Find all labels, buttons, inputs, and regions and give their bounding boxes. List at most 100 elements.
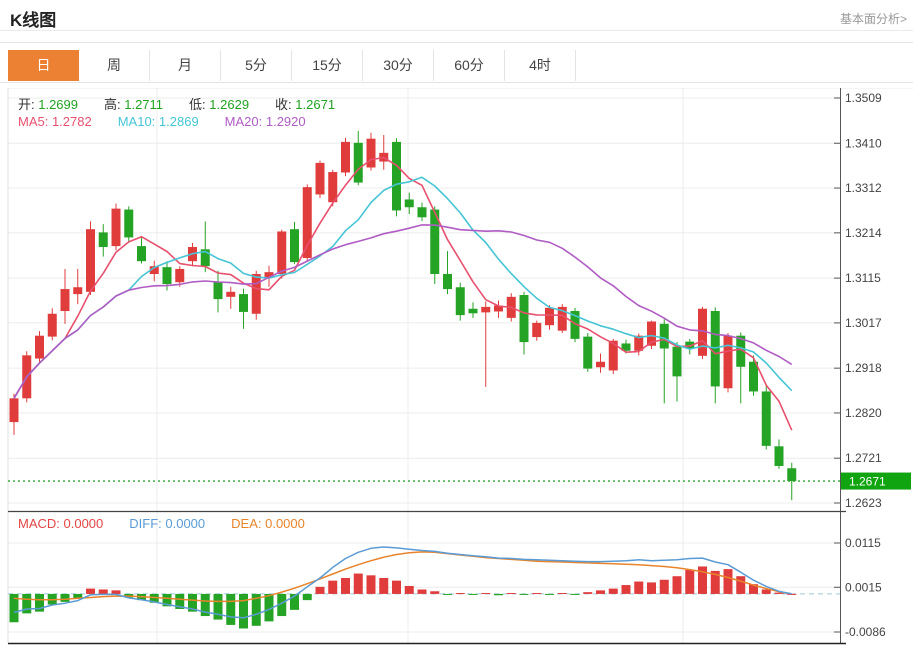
candle-body — [111, 208, 121, 247]
ma-legend: MA5: 1.2782 MA10: 1.2869 MA20: 1.2920 — [18, 114, 332, 129]
macd-bar — [86, 588, 95, 594]
macd-bar — [494, 593, 503, 596]
candle-body — [583, 336, 593, 369]
macd-bar — [239, 593, 248, 629]
candle-body — [73, 287, 83, 295]
tab-60min[interactable]: 60分 — [434, 50, 505, 81]
macd-bar — [302, 593, 312, 601]
candle-body — [608, 340, 618, 371]
macd-bar — [430, 591, 440, 594]
macd-bar — [175, 593, 185, 609]
legend-high: 高: 1.2711 — [104, 97, 164, 112]
macd-bar — [290, 593, 299, 610]
gridlines — [7, 88, 913, 643]
macd-bar — [404, 585, 414, 594]
candle-body — [264, 272, 274, 278]
ma10-line — [13, 176, 793, 399]
macd-bar — [162, 593, 172, 607]
ma20-line — [13, 224, 793, 399]
kline-chart-svg[interactable]: 1.3509 1.3410 1.3312 1.3214 1.3115 1.3017 1.29… — [0, 88, 913, 646]
tab-day[interactable]: 日 — [8, 50, 79, 81]
macd-histogram — [9, 566, 797, 629]
macd-bar — [736, 576, 746, 594]
candle-body — [761, 391, 771, 446]
candle-body — [9, 398, 19, 423]
macd-bar — [9, 593, 19, 623]
macd-bar — [443, 593, 452, 595]
tab-week[interactable]: 周 — [79, 50, 150, 81]
candle-body — [494, 305, 503, 312]
candle-body — [596, 361, 605, 368]
candle-body — [213, 282, 223, 300]
macd-axis-labels: 0.0115 0.0015 -0.0086 — [834, 536, 886, 639]
macd-bar — [787, 593, 797, 595]
macd-bar — [111, 590, 121, 594]
current-price-badge: 1.2671 — [841, 472, 911, 490]
candle-body — [455, 287, 465, 316]
macd-bar — [392, 580, 401, 594]
candle-body — [685, 341, 695, 349]
legend-macd: MACD: 0.0000 — [18, 516, 104, 531]
ma5-line — [13, 156, 793, 431]
candle-body — [672, 346, 682, 377]
diff-line — [13, 546, 792, 619]
tab-4hour[interactable]: 4时 — [505, 50, 576, 81]
macd-bar — [519, 593, 529, 595]
dea-line — [13, 551, 792, 603]
macd-bar — [698, 566, 707, 594]
candle-body — [519, 295, 529, 343]
macd-bar — [73, 593, 83, 599]
macd-bar — [366, 575, 376, 594]
macd-bar — [506, 593, 516, 595]
macd-bar — [761, 589, 771, 594]
candle-body — [749, 361, 758, 392]
macd-bar — [60, 593, 70, 602]
candle-body — [239, 294, 248, 312]
candle-body — [47, 313, 57, 337]
header-divider — [0, 30, 913, 31]
macd-bar — [328, 580, 338, 594]
tab-5min[interactable]: 5分 — [221, 50, 292, 81]
macd-bar — [723, 569, 733, 594]
tab-15min[interactable]: 15分 — [292, 50, 363, 81]
tab-30min[interactable]: 30分 — [363, 50, 434, 81]
macd-bar — [583, 592, 593, 594]
legend-close: 收: 1.2671 — [275, 97, 336, 112]
macd-bar — [570, 593, 580, 595]
macd-bar — [596, 590, 605, 594]
svg-text:1.2721: 1.2721 — [845, 451, 882, 465]
macd-bar — [634, 581, 644, 594]
svg-text:1.3115: 1.3115 — [845, 271, 881, 285]
axis-spines — [8, 88, 846, 645]
candle-body — [251, 273, 261, 314]
candle-body — [35, 335, 44, 359]
macd-bar — [353, 573, 363, 594]
period-tabs: 日周月 5分 15分 30分 60分 4时 — [8, 50, 576, 82]
macd-bar — [557, 593, 567, 595]
macd-bar — [659, 579, 669, 594]
candlestick-series — [9, 130, 797, 501]
macd-legend: MACD: 0.0000 DIFF: 0.0000 DEA: 0.0000 — [18, 516, 331, 531]
candle-body — [710, 311, 720, 387]
candle-body — [545, 307, 554, 326]
candle-body — [430, 209, 440, 274]
svg-text:1.3017: 1.3017 — [845, 316, 882, 330]
macd-bar — [213, 593, 223, 620]
candle-body — [226, 291, 236, 297]
candle-body — [162, 267, 172, 285]
candle-body — [647, 321, 656, 346]
candle-body — [149, 266, 159, 274]
candle-body — [404, 199, 414, 208]
candle-body — [557, 306, 567, 331]
price-axis-labels: 1.3509 1.3410 1.3312 1.3214 1.3115 1.3017 1.29… — [834, 91, 882, 510]
macd-bar — [481, 593, 491, 595]
macd-bar — [264, 593, 274, 622]
macd-bar — [417, 589, 427, 594]
svg-text:1.3509: 1.3509 — [845, 91, 882, 105]
legend-dea: DEA: 0.0000 — [231, 516, 305, 531]
legend-ma20: MA20: 1.2920 — [224, 114, 306, 129]
fundamental-analysis-link[interactable]: 基本面分析> — [839, 12, 907, 26]
macd-bar — [98, 589, 108, 594]
tab-month[interactable]: 月 — [150, 50, 221, 81]
